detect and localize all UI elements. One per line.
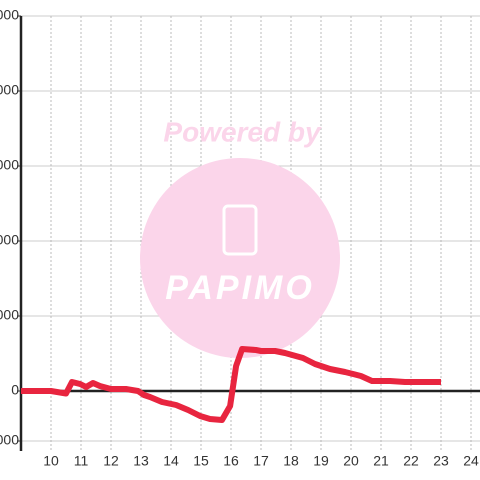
- y-tick-label: 30,000: [0, 307, 19, 323]
- x-tick-label: 17: [253, 453, 269, 469]
- y-tick-label: 60,000: [0, 232, 19, 248]
- y-tick-label: 150,000: [0, 7, 19, 23]
- watermark-logo: PAPIMO: [165, 269, 315, 307]
- x-tick-label: 14: [163, 453, 179, 469]
- x-tick-label: 10: [43, 453, 59, 469]
- x-tick-label: 22: [403, 453, 419, 469]
- x-tick-label: 23: [433, 453, 449, 469]
- watermark: Powered by: [163, 116, 322, 147]
- x-tick-label: 24: [463, 453, 479, 469]
- x-tick-label: 21: [373, 453, 389, 469]
- line: [21, 346, 441, 423]
- x-tick-label: 20: [343, 453, 359, 469]
- y-tick-label: 0: [11, 382, 19, 398]
- x-tick-label: 11: [74, 453, 89, 469]
- x-tick-label: 15: [193, 453, 209, 469]
- y-tick-label: 90,000: [0, 157, 19, 173]
- y-tick-label: 120,000: [0, 82, 19, 98]
- watermark-phone: [222, 204, 258, 256]
- x-tick-label: 18: [283, 453, 299, 469]
- x-tick-label: 13: [133, 453, 149, 469]
- x-tick-label: 12: [103, 453, 119, 469]
- watermark-circle: [140, 158, 340, 358]
- x-tick-label: 19: [313, 453, 329, 469]
- x-tick-label: 16: [223, 453, 239, 469]
- y-tick-label: -20,000: [0, 432, 19, 448]
